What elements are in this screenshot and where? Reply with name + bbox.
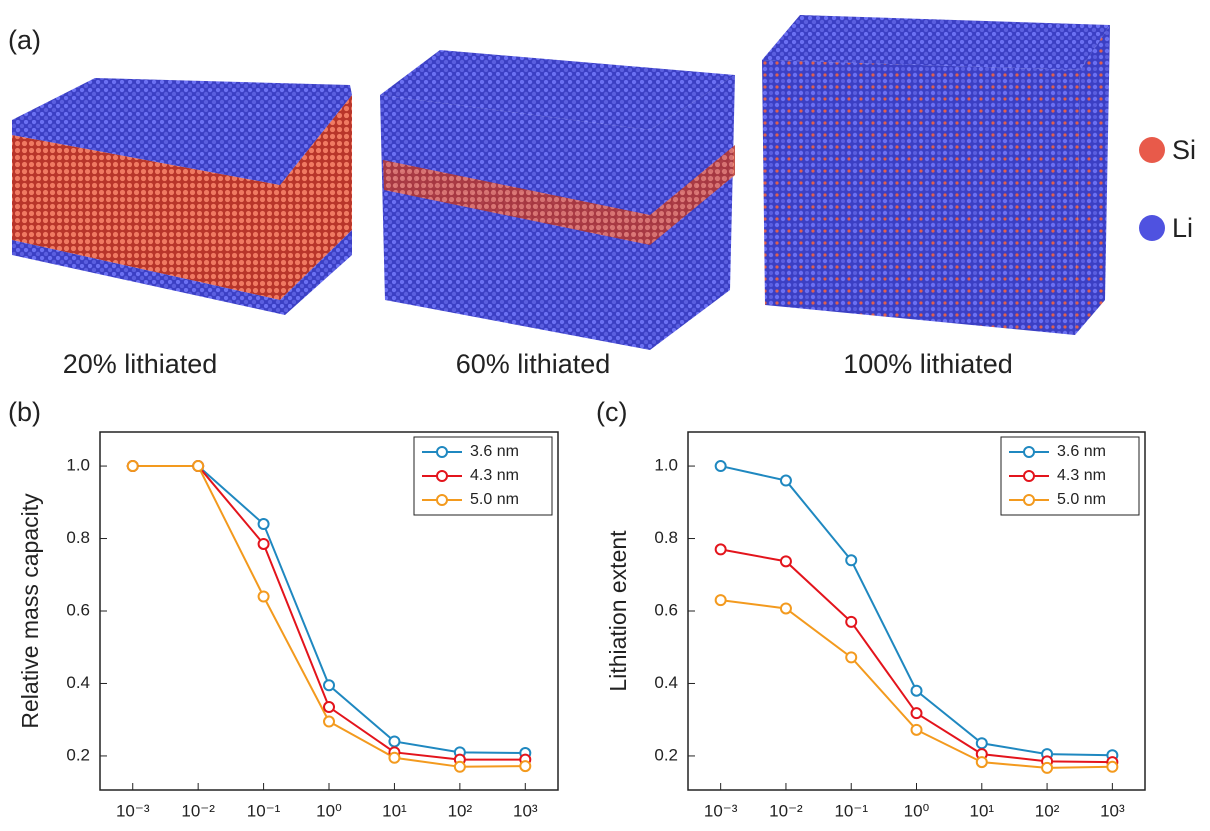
- x-tick-label: 10⁻³: [116, 801, 150, 820]
- data-point: [1106, 760, 1119, 773]
- data-point: [779, 555, 792, 568]
- data-point: [975, 756, 988, 769]
- y-tick-label: 0.8: [654, 528, 678, 547]
- data-point: [323, 715, 336, 728]
- legend-label: Si: [1172, 135, 1196, 165]
- y-tick-label: 0.2: [66, 745, 90, 764]
- legend-label: 5.0 nm: [470, 491, 519, 508]
- x-tick-label: 10¹: [970, 801, 995, 820]
- y-tick-label: 1.0: [654, 456, 678, 475]
- data-point: [257, 518, 270, 531]
- y-tick-label: 0.8: [66, 528, 90, 547]
- x-tick-label: 10²: [448, 801, 473, 820]
- legend-label: 5.0 nm: [1057, 491, 1106, 508]
- legend-marker: [436, 446, 448, 458]
- x-tick-label: 10³: [1100, 801, 1125, 820]
- data-point: [1041, 761, 1054, 774]
- data-point: [453, 760, 466, 773]
- y-tick-label: 1.0: [66, 456, 90, 475]
- y-axis-label: Lithiation extent: [605, 530, 631, 692]
- legend-marker: [436, 494, 448, 506]
- series-line: [720, 599, 1113, 769]
- plot-frame: [99, 431, 559, 791]
- legend-label: 3.6 nm: [470, 443, 519, 460]
- data-point: [845, 651, 858, 664]
- caption: 100% lithiated: [843, 349, 1013, 379]
- legend-marker: [436, 470, 448, 482]
- data-point: [910, 707, 923, 720]
- y-tick-label: 0.6: [654, 600, 678, 619]
- legend-marker: [1023, 470, 1035, 482]
- panel-label: (a): [8, 25, 41, 55]
- x-tick-label: 10⁻²: [769, 801, 803, 820]
- data-point: [519, 760, 532, 773]
- data-point: [257, 590, 270, 603]
- data-point: [779, 602, 792, 615]
- data-point: [845, 615, 858, 628]
- data-point: [910, 723, 923, 736]
- data-point: [388, 735, 401, 748]
- legend-marker: [1139, 215, 1165, 241]
- x-tick-label: 10²: [1035, 801, 1060, 820]
- y-tick-label: 0.4: [66, 673, 90, 692]
- data-point: [192, 460, 205, 473]
- y-axis-label: Relative mass capacity: [17, 493, 43, 729]
- caption: 60% lithiated: [456, 349, 611, 379]
- legend-marker: [1139, 137, 1165, 163]
- y-tick-label: 0.2: [654, 745, 678, 764]
- structure-100: [762, 15, 1110, 335]
- data-point: [910, 684, 923, 697]
- y-tick-label: 0.4: [654, 673, 678, 692]
- data-point: [845, 554, 858, 567]
- x-tick-label: 10⁻³: [704, 801, 738, 820]
- legend-marker: [1023, 494, 1035, 506]
- data-point: [323, 701, 336, 714]
- legend-label: 4.3 nm: [470, 467, 519, 484]
- legend-label: 4.3 nm: [1057, 467, 1106, 484]
- data-point: [779, 474, 792, 487]
- data-point: [714, 460, 727, 473]
- data-point: [388, 751, 401, 764]
- x-tick-label: 10¹: [382, 801, 407, 820]
- panel-label: (b): [8, 397, 41, 427]
- data-point: [126, 460, 139, 473]
- data-point: [257, 537, 270, 550]
- caption: 20% lithiated: [63, 349, 218, 379]
- x-tick-label: 10⁻¹: [247, 801, 281, 820]
- legend-label: 3.6 nm: [1057, 443, 1106, 460]
- data-point: [714, 543, 727, 556]
- x-tick-label: 10⁰: [904, 801, 930, 820]
- x-tick-label: 10³: [513, 801, 538, 820]
- plot-frame: [687, 431, 1146, 791]
- panel-label: (c): [596, 397, 627, 427]
- legend-marker: [1023, 446, 1035, 458]
- x-tick-label: 10⁰: [316, 801, 342, 820]
- data-point: [975, 737, 988, 750]
- structure-20: [12, 78, 352, 315]
- y-tick-label: 0.6: [66, 600, 90, 619]
- x-tick-label: 10⁻¹: [834, 801, 868, 820]
- data-point: [714, 594, 727, 607]
- x-tick-label: 10⁻²: [181, 801, 215, 820]
- data-point: [323, 679, 336, 692]
- legend-label: Li: [1172, 213, 1193, 243]
- structure-60: [380, 50, 735, 350]
